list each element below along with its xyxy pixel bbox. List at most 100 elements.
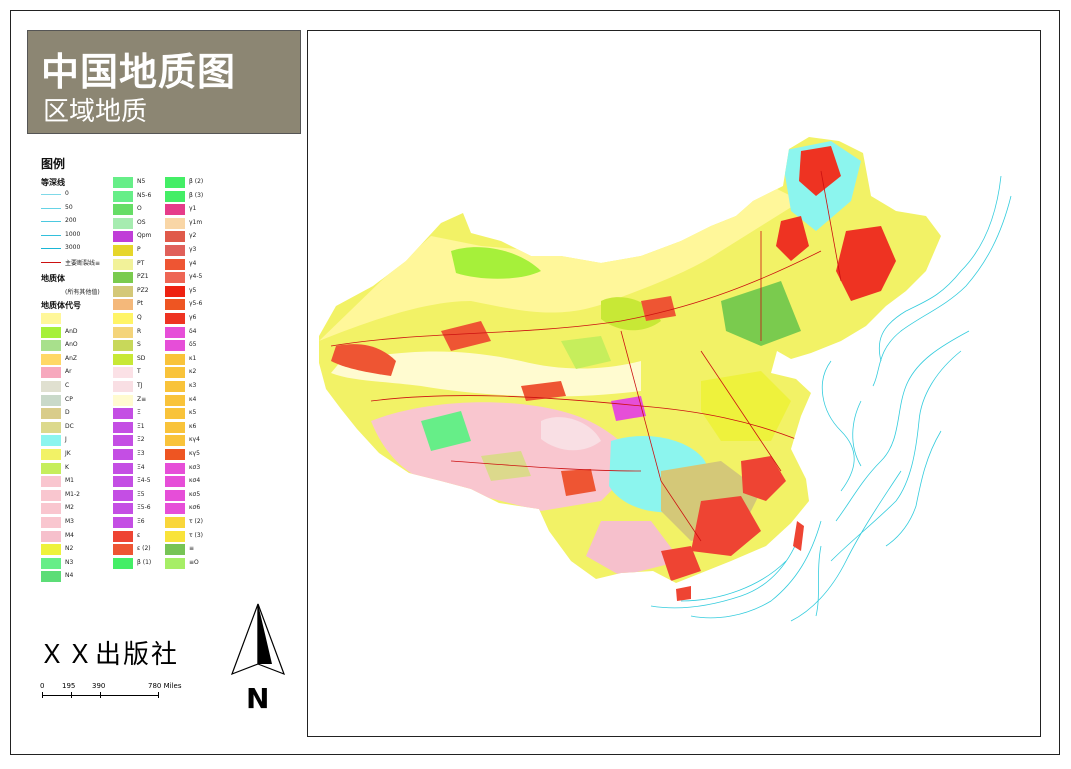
legend-code-heading: 地质体代号: [41, 301, 81, 310]
layout-frame: [10, 10, 1060, 755]
legend-item-label: γ1m: [189, 218, 203, 226]
legend-color-swatch: [41, 353, 61, 365]
legend-color-swatch: [165, 353, 185, 365]
legend-item-label: Ξ6: [137, 518, 145, 525]
legend-color-swatch: [165, 517, 185, 528]
north-arrow-icon: [230, 603, 286, 676]
legend-color-swatch: [165, 408, 185, 420]
legend-item-label: ε (2): [137, 545, 151, 553]
legend-color-swatch: [113, 462, 133, 474]
map-title: 中国地质图: [41, 49, 237, 94]
legend-color-swatch: [165, 272, 185, 284]
legend-item-label: Ar: [65, 368, 72, 376]
legend-color-swatch: [165, 299, 185, 311]
legend-color-swatch: [41, 408, 61, 420]
legend-item-label: κσ6: [189, 504, 201, 512]
legend-item-label: Ξ1: [137, 422, 145, 430]
legend-color-swatch: [165, 285, 185, 297]
legend-color-swatch: [41, 313, 61, 324]
legend-item-label: Ξ2: [137, 436, 145, 444]
legend-item-label: Pt: [137, 300, 143, 308]
legend-item-label: CP: [65, 395, 73, 403]
legend-color-swatch: [113, 258, 133, 270]
legend-item-label: κ6: [189, 422, 197, 430]
legend-color-swatch: [165, 435, 185, 447]
legend-color-swatch: [113, 544, 133, 556]
legend-color-swatch: [165, 326, 185, 338]
legend-color-swatch: [165, 544, 185, 556]
legend-item-label: M1-2: [65, 490, 80, 498]
legend-item-label: AnD: [65, 327, 78, 335]
legend-color-swatch: [165, 381, 185, 392]
legend-line-swatch: [41, 221, 61, 223]
legend-line-swatch: [41, 234, 61, 236]
legend-color-swatch: [113, 476, 133, 488]
legend-color-swatch: [41, 544, 61, 556]
legend-color-swatch: [165, 476, 185, 488]
legend-item-label: κσ5: [189, 490, 201, 498]
legend-item-label: β (1): [137, 558, 152, 566]
legend-item-label: R: [137, 327, 142, 335]
scale-tick-label: 195: [62, 682, 76, 690]
legend-item-label: J: [65, 436, 67, 444]
map-frame: [307, 30, 1041, 737]
legend-item-label: γ4: [189, 259, 197, 267]
map-canvas: [319, 137, 1012, 622]
legend-color-swatch: [113, 503, 133, 515]
legend-item-label: β (2): [189, 178, 204, 185]
legend-item-label: M1: [65, 477, 74, 485]
legend-item-label: Ξ4: [137, 463, 145, 471]
legend-color-swatch: [165, 394, 185, 406]
legend-color-swatch: [113, 326, 133, 338]
scale-tick-label: 0: [40, 682, 45, 690]
legend-item-label: 1000: [65, 230, 81, 238]
legend-color-swatch: [41, 557, 61, 569]
legend-item-label: N5-6: [137, 191, 152, 199]
legend-color-swatch: [113, 381, 133, 392]
legend-color-swatch: [165, 217, 185, 229]
legend-item-label: C: [65, 382, 70, 389]
legend-color-swatch: [165, 258, 185, 270]
legend-item-label: Z≡: [137, 395, 147, 403]
legend-item-label: Q: [137, 314, 142, 321]
legend-item-label: κγ4: [189, 436, 200, 444]
legend-color-swatch: [165, 462, 185, 474]
scale-tick: [71, 692, 72, 698]
legend-item-label: γ5-6: [189, 300, 203, 308]
legend-color-swatch: [165, 503, 185, 515]
legend-item-label: ≡O: [189, 558, 199, 566]
scale-tick: [158, 692, 159, 698]
legend-item-label: N3: [65, 558, 74, 566]
legend-line-swatch: [41, 207, 61, 209]
title-panel: 中国地质图 区域地质: [27, 30, 301, 134]
legend-color-swatch: [113, 489, 133, 501]
legend-color-swatch: [113, 285, 133, 297]
legend-color-swatch: [41, 435, 61, 447]
legend-item-label: PZ1: [137, 273, 149, 281]
legend-line-swatch: [41, 262, 61, 263]
scale-tick: [100, 692, 101, 698]
legend-item-label: 50: [65, 203, 73, 211]
legend-item-label: Ξ3: [137, 450, 145, 457]
hainan-island: [676, 586, 691, 601]
legend-color-swatch: [165, 245, 185, 256]
legend-item-label: TJ: [137, 382, 143, 389]
legend-item-label: PZ2: [137, 286, 149, 294]
scale-tick-label: 390: [92, 682, 106, 690]
legend-item-label: κ3: [189, 382, 197, 389]
legend-color-swatch: [113, 530, 133, 542]
legend-title: 图例: [41, 157, 66, 171]
legend-color-swatch: [113, 557, 133, 569]
legend-color-swatch: [113, 299, 133, 311]
legend-color-swatch: [113, 313, 133, 324]
legend-item-label: γ3: [189, 246, 197, 253]
legend-item-label: δ5: [189, 341, 197, 349]
legend-item-label: M4: [65, 531, 74, 539]
taiwan-island: [793, 521, 804, 551]
china-geology: [319, 137, 941, 583]
legend-item-label: τ (2): [189, 518, 204, 525]
legend-item-label: ε: [137, 531, 141, 539]
legend-item-label: D: [65, 409, 70, 417]
legend-color-swatch: [113, 231, 133, 243]
north-label: N: [246, 682, 270, 715]
